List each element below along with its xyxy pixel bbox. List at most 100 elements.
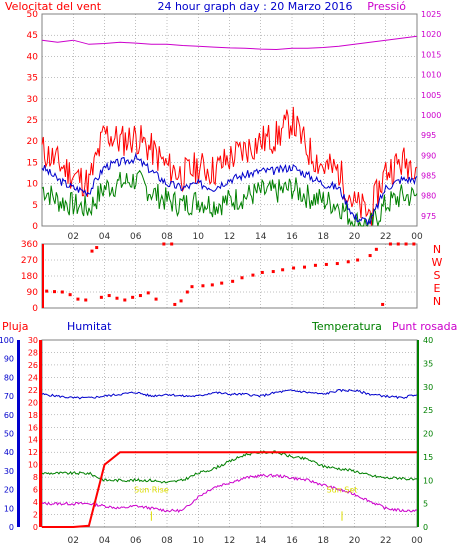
direction-point — [99, 295, 103, 299]
rain-x-tick-label: 10 — [193, 536, 205, 546]
temperature-y-tick-label: 25 — [423, 406, 433, 415]
direction-y-tick-label: 360 — [21, 240, 38, 250]
temperature-y-tick-label: 5 — [423, 500, 428, 509]
rain-y-tick-label: 16 — [28, 423, 38, 432]
temperature-series — [41, 450, 418, 484]
rain-y-tick-label: 12 — [28, 448, 38, 457]
pressure-y-tick-label: 975 — [421, 212, 436, 221]
pressure-y-tick-label: 1020 — [421, 30, 441, 39]
rain-x-tick-label: 14 — [255, 536, 267, 546]
direction-compass-label: N — [433, 243, 441, 256]
direction-point — [260, 270, 264, 274]
rain-y-tick-label: 26 — [28, 361, 38, 370]
temperature-y-tick-label: 20 — [423, 430, 433, 439]
sunset-label: Sun Set — [327, 486, 358, 495]
wind-x-tick-label: 14 — [255, 232, 267, 242]
wind-y-tick-label: 15 — [27, 158, 38, 168]
temperature-axis-bar — [417, 340, 419, 527]
direction-point — [374, 247, 378, 251]
humidity-y-tick-label: 50 — [4, 430, 14, 439]
humidity-y-tick-label: 0 — [9, 523, 14, 532]
pressure-y-tick-label: 990 — [421, 151, 436, 160]
direction-point — [45, 289, 49, 293]
direction-point — [68, 293, 72, 297]
humidity-y-tick-label: 40 — [4, 448, 14, 457]
pressure-y-tick-label: 1005 — [421, 91, 441, 100]
humidity-y-tick-label: 90 — [4, 355, 14, 364]
direction-compass-label: E — [434, 282, 441, 295]
direction-compass-label: S — [434, 269, 441, 282]
dewpoint-axis-title: Punt rosada — [392, 320, 457, 333]
direction-point — [76, 297, 80, 301]
rain-y-tick-label: 30 — [28, 336, 38, 345]
temperature-y-tick-label: 30 — [423, 383, 433, 392]
rain-y-tick-label: 20 — [28, 398, 38, 407]
rain-y-tick-label: 22 — [28, 386, 38, 395]
direction-point — [240, 276, 244, 280]
wind-x-tick-label: 20 — [349, 232, 361, 242]
direction-y-tick-label: 90 — [27, 288, 39, 298]
direction-point — [404, 242, 408, 246]
direction-point — [201, 284, 205, 288]
rain-x-tick-label: 16 — [286, 536, 298, 546]
wind-y-tick-label: 25 — [27, 116, 38, 126]
direction-axis-bar — [42, 244, 44, 308]
wind-axis-title: Velocitat del vent — [5, 0, 102, 13]
direction-point — [179, 299, 183, 303]
rain-x-tick-label: 08 — [161, 536, 173, 546]
wind-x-tick-label: 00 — [411, 232, 423, 242]
direction-compass-label: N — [433, 295, 441, 308]
rain-x-tick-label: 04 — [99, 536, 111, 546]
direction-point — [388, 242, 392, 246]
rain-x-tick-label: 18 — [318, 536, 330, 546]
rain-x-tick-label: 00 — [411, 536, 423, 546]
temperature-axis-title: Temperatura — [311, 320, 382, 333]
humidity-y-tick-label: 100 — [0, 336, 14, 345]
direction-y-tick-label: 180 — [21, 272, 38, 282]
pressure-y-tick-label: 1015 — [421, 50, 441, 59]
direction-point — [220, 281, 224, 285]
rain-y-tick-label: 10 — [28, 461, 38, 470]
direction-point — [115, 296, 119, 300]
humidity-y-tick-label: 70 — [4, 392, 14, 401]
direction-point — [131, 295, 135, 299]
direction-point — [251, 273, 255, 277]
humidity-axis-title: Humitat — [67, 320, 112, 333]
direction-point — [84, 298, 88, 302]
temperature-y-tick-label: 15 — [423, 453, 433, 462]
grid-layer — [42, 14, 418, 527]
rain-axis-title: Pluja — [2, 320, 28, 333]
humidity-y-tick-label: 60 — [4, 411, 14, 420]
direction-point — [303, 265, 306, 269]
temperature-y-tick-label: 10 — [423, 476, 433, 485]
direction-point — [381, 302, 385, 306]
wind-y-tick-label: 5 — [32, 201, 38, 211]
direction-point — [292, 266, 296, 270]
rain-axis-bar — [39, 340, 42, 527]
direction-point — [146, 291, 150, 295]
wind-x-tick-label: 10 — [193, 232, 205, 242]
direction-point — [210, 283, 214, 287]
wind-x-tick-label: 16 — [286, 232, 298, 242]
direction-point — [335, 262, 339, 266]
wind-min-series — [41, 169, 418, 227]
direction-point — [162, 242, 166, 246]
rain-x-tick-label: 20 — [349, 536, 361, 546]
direction-point — [123, 298, 127, 302]
direction-point — [90, 249, 94, 253]
wind-x-tick-label: 08 — [161, 232, 173, 242]
humidity-y-tick-label: 20 — [4, 486, 14, 495]
wind-x-tick-label: 12 — [224, 232, 235, 242]
wind-avg-series — [41, 152, 418, 226]
direction-point — [231, 279, 235, 283]
direction-point — [190, 285, 194, 289]
wind-y-tick-label: 20 — [27, 137, 39, 147]
series-layer — [41, 35, 418, 528]
direction-point — [356, 258, 360, 262]
direction-y-tick-label: 270 — [21, 256, 38, 266]
rain-y-tick-label: 6 — [33, 486, 38, 495]
wind-x-tick-label: 06 — [130, 232, 142, 242]
direction-point — [185, 290, 189, 294]
temperature-y-tick-label: 0 — [423, 523, 428, 532]
